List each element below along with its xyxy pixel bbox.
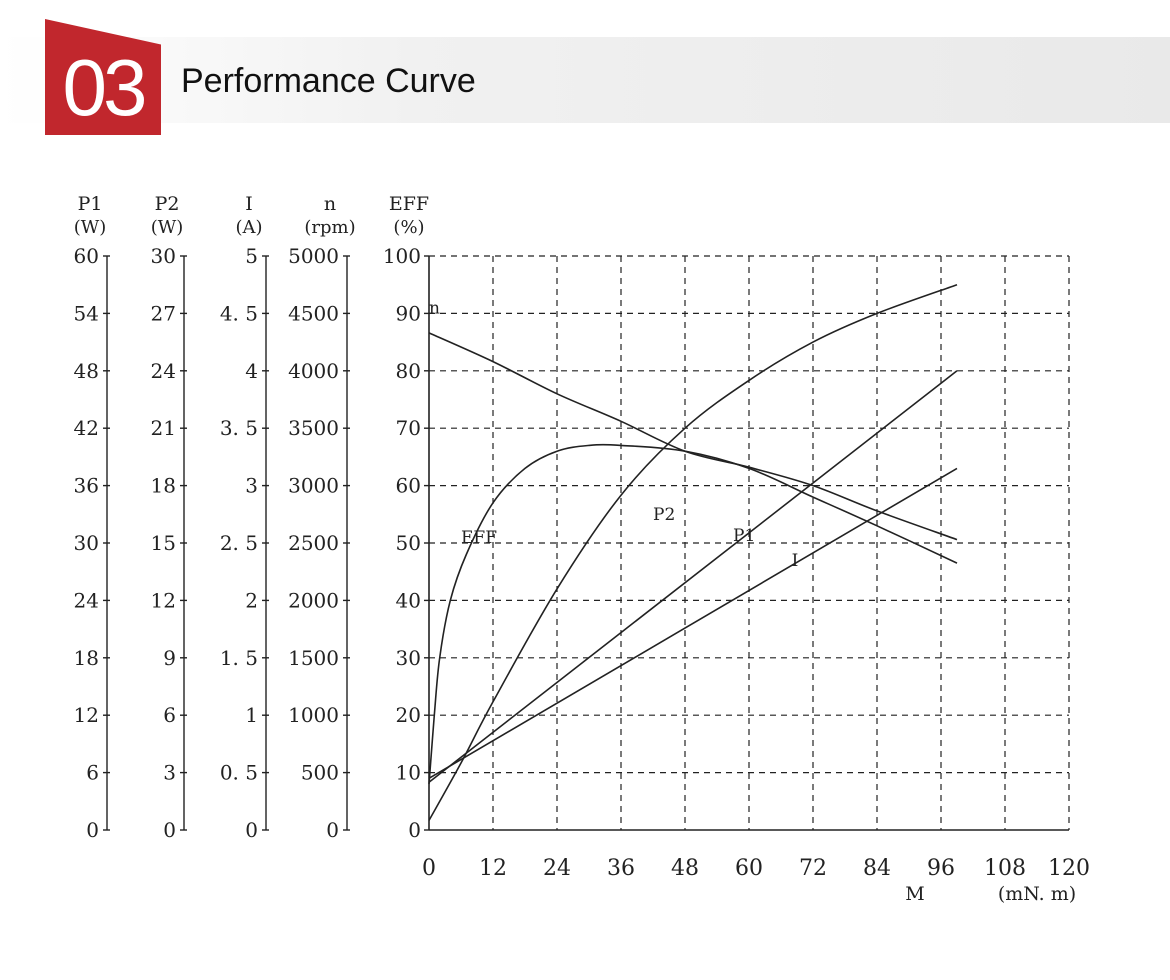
series-line-p2 bbox=[428, 283, 958, 821]
axis-tick-label-eff: 30 bbox=[396, 646, 421, 670]
series-line-i bbox=[428, 467, 958, 779]
axis-tick-label-n: 2500 bbox=[288, 531, 339, 555]
axis-unit-p1: (W) bbox=[74, 217, 107, 238]
x-tick-label: 96 bbox=[927, 856, 955, 881]
axis-tick-label-n: 0 bbox=[326, 818, 339, 842]
axis-tick-label-p1: 48 bbox=[74, 359, 99, 383]
axis-tick-label-i: 0 bbox=[245, 818, 258, 842]
axis-tick-label-i: 4. 5 bbox=[220, 301, 258, 325]
x-tick-label: 108 bbox=[984, 856, 1026, 881]
axis-tick-label-p1: 0 bbox=[86, 818, 99, 842]
chart-axes: 06121824303642485460P1(W)036912151821242… bbox=[74, 193, 1090, 905]
axis-tick-label-i: 2 bbox=[245, 588, 258, 612]
x-tick-label: 72 bbox=[799, 856, 827, 881]
series-label-p1: P1 bbox=[733, 526, 755, 546]
axis-unit-p2: (W) bbox=[151, 217, 184, 238]
axis-tick-label-p2: 15 bbox=[151, 531, 176, 555]
axis-tick-label-i: 5 bbox=[245, 244, 258, 268]
axis-tick-label-n: 2000 bbox=[288, 588, 339, 612]
axis-tick-label-n: 1500 bbox=[288, 646, 339, 670]
axis-tick-label-eff: 40 bbox=[396, 588, 421, 612]
chart-grid bbox=[429, 255, 1070, 830]
axis-tick-label-p1: 18 bbox=[74, 646, 99, 670]
chart-labels: n EFF P2 P1 I bbox=[429, 298, 798, 571]
axis-tick-label-eff: 10 bbox=[396, 761, 421, 785]
axis-tick-label-i: 0. 5 bbox=[220, 761, 258, 785]
axis-tick-label-n: 500 bbox=[301, 761, 339, 785]
axis-tick-label-i: 4 bbox=[245, 359, 258, 383]
axis-tick-label-p2: 21 bbox=[151, 416, 176, 440]
x-tick-label: 12 bbox=[479, 856, 507, 881]
section-title: Performance Curve bbox=[181, 62, 476, 100]
series-line-eff bbox=[428, 443, 958, 785]
x-tick-label: 24 bbox=[543, 856, 571, 881]
axis-tick-label-i: 1 bbox=[245, 703, 258, 727]
axis-tick-label-eff: 60 bbox=[396, 474, 421, 498]
axis-name-p2: P2 bbox=[155, 193, 180, 215]
axis-tick-label-n: 3500 bbox=[288, 416, 339, 440]
axis-unit-i: (A) bbox=[235, 217, 262, 238]
axis-tick-label-p1: 12 bbox=[74, 703, 99, 727]
axis-tick-label-n: 3000 bbox=[288, 474, 339, 498]
x-axis-label: M bbox=[905, 883, 924, 905]
axis-unit-eff: (%) bbox=[393, 217, 424, 238]
series-line-n bbox=[428, 332, 958, 541]
x-tick-label: 36 bbox=[607, 856, 635, 881]
axis-tick-label-p1: 42 bbox=[74, 416, 99, 440]
axis-tick-label-p2: 24 bbox=[151, 359, 176, 383]
axis-tick-label-p2: 18 bbox=[151, 474, 176, 498]
series-label-n: n bbox=[429, 298, 440, 318]
axis-tick-label-p2: 0 bbox=[163, 818, 176, 842]
axis-tick-label-p2: 3 bbox=[163, 761, 176, 785]
axis-tick-label-p2: 12 bbox=[151, 588, 176, 612]
axis-unit-n: (rpm) bbox=[304, 217, 355, 238]
axis-tick-label-p1: 24 bbox=[74, 588, 99, 612]
axis-tick-label-n: 4500 bbox=[288, 301, 339, 325]
axis-tick-label-p2: 6 bbox=[163, 703, 176, 727]
x-tick-label: 84 bbox=[863, 856, 891, 881]
axis-name-i: I bbox=[245, 193, 253, 215]
series-label-p2: P2 bbox=[653, 505, 675, 525]
axis-tick-label-n: 4000 bbox=[288, 359, 339, 383]
axis-tick-label-eff: 0 bbox=[408, 818, 421, 842]
axis-tick-label-p1: 6 bbox=[86, 761, 99, 785]
axis-tick-label-p1: 60 bbox=[74, 244, 99, 268]
chart-series bbox=[428, 283, 958, 821]
axis-tick-label-p1: 36 bbox=[74, 474, 99, 498]
axis-tick-label-p1: 30 bbox=[74, 531, 99, 555]
axis-tick-label-i: 2. 5 bbox=[220, 531, 258, 555]
axis-tick-label-eff: 20 bbox=[396, 703, 421, 727]
axis-tick-label-i: 3 bbox=[245, 474, 258, 498]
axis-tick-label-eff: 100 bbox=[383, 244, 421, 268]
x-tick-label: 120 bbox=[1048, 856, 1090, 881]
x-axis-unit: (mN. m) bbox=[998, 883, 1076, 905]
axis-tick-label-p2: 9 bbox=[163, 646, 176, 670]
axis-tick-label-n: 5000 bbox=[288, 244, 339, 268]
series-label-eff: EFF bbox=[461, 528, 497, 548]
x-tick-label: 60 bbox=[735, 856, 763, 881]
header-bar bbox=[0, 37, 1170, 123]
axis-tick-label-n: 1000 bbox=[288, 703, 339, 727]
axis-tick-label-eff: 80 bbox=[396, 359, 421, 383]
axis-tick-label-p2: 30 bbox=[151, 244, 176, 268]
axis-tick-label-i: 1. 5 bbox=[220, 646, 258, 670]
axis-tick-label-eff: 50 bbox=[396, 531, 421, 555]
x-tick-label: 0 bbox=[422, 856, 436, 881]
axis-tick-label-eff: 70 bbox=[396, 416, 421, 440]
series-line-p1 bbox=[428, 370, 958, 783]
axis-tick-label-p2: 27 bbox=[151, 301, 176, 325]
axis-tick-label-i: 3. 5 bbox=[220, 416, 258, 440]
section-number: 03 bbox=[62, 43, 148, 132]
axis-tick-label-eff: 90 bbox=[396, 301, 421, 325]
series-label-i: I bbox=[792, 551, 799, 571]
axis-tick-label-p1: 54 bbox=[74, 301, 99, 325]
axis-name-p1: P1 bbox=[78, 193, 103, 215]
axis-name-n: n bbox=[324, 193, 336, 215]
axis-name-eff: EFF bbox=[389, 193, 429, 215]
x-tick-label: 48 bbox=[671, 856, 699, 881]
